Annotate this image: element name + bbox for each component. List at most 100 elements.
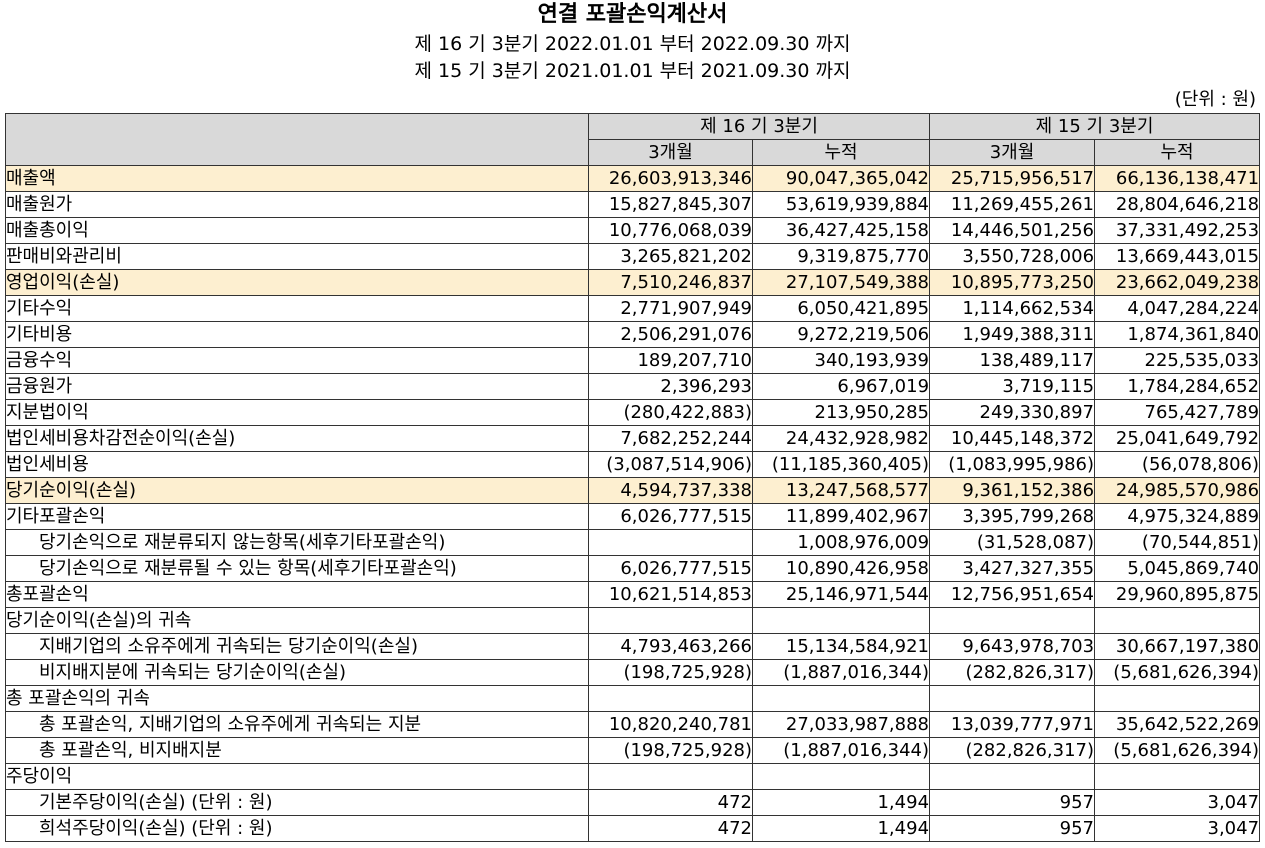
statement-title: 연결 포괄손익계산서 xyxy=(537,2,728,27)
row-label: 매출총이익 xyxy=(5,217,589,244)
prior-cumulative-value: (5,681,626,394) xyxy=(1094,659,1261,686)
prior-3m-value: (282,826,317) xyxy=(929,659,1096,686)
row-label: 당기순이익(손실)의 귀속 xyxy=(5,607,589,634)
prior-cumulative-value: (5,681,626,394) xyxy=(1094,737,1261,764)
current-cumulative-value: 53,619,939,884 xyxy=(751,191,931,218)
current-3m-value: 472 xyxy=(588,815,753,842)
current-3m-value xyxy=(588,763,753,790)
row-label: 주당이익 xyxy=(5,763,589,790)
prior-cumulative-value: 24,985,570,986 xyxy=(1094,477,1261,504)
unit-note: (단위 : 원) xyxy=(1174,89,1256,110)
row-label: 영업이익(손실) xyxy=(5,269,589,296)
prior-cumulative-value: 23,662,049,238 xyxy=(1094,269,1261,296)
table-row: 주당이익 xyxy=(5,763,1261,790)
current-cumulative-value: 27,107,549,388 xyxy=(751,269,931,296)
current-cumulative-value: (1,887,016,344) xyxy=(751,659,931,686)
current-cumulative-value: 11,899,402,967 xyxy=(751,503,931,530)
income-statement-table: 제 16 기 3분기 제 15 기 3분기 3개월 누적 3개월 누적 매출액 … xyxy=(5,113,1261,842)
prior-3m-value: 10,895,773,250 xyxy=(929,269,1096,296)
prior-3m-value: 11,269,455,261 xyxy=(929,191,1096,218)
row-label: 매출원가 xyxy=(5,191,589,218)
prior-cumulative-value: 225,535,033 xyxy=(1094,347,1261,374)
current-3m-value: 472 xyxy=(588,789,753,816)
prior-3m-value: 3,719,115 xyxy=(929,373,1096,400)
prior-3m-value: 3,550,728,006 xyxy=(929,243,1096,270)
prior-cumulative-value: 13,669,443,015 xyxy=(1094,243,1261,270)
current-cumulative-value xyxy=(751,607,931,634)
prior-3m-value: 1,114,662,534 xyxy=(929,295,1096,322)
header-row-columns: 3개월 누적 3개월 누적 xyxy=(6,139,1261,166)
prior-cumulative-value xyxy=(1094,607,1261,634)
current-cumulative-value: 25,146,971,544 xyxy=(751,581,931,608)
prior-cumulative-value: 1,874,361,840 xyxy=(1094,321,1261,348)
prior-3m-value: (1,083,995,986) xyxy=(929,451,1096,478)
prior-cumulative-value: 37,331,492,253 xyxy=(1094,217,1261,244)
prior-cumulative-value: 28,804,646,218 xyxy=(1094,191,1261,218)
row-label: 지배기업의 소유주에게 귀속되는 당기순이익(손실) xyxy=(5,633,589,660)
current-3m-value: (280,422,883) xyxy=(588,399,753,426)
prior-3m-value: 1,949,388,311 xyxy=(929,321,1096,348)
table-row: 지배기업의 소유주에게 귀속되는 당기순이익(손실) 4,793,463,266… xyxy=(5,633,1261,660)
current-cumulative-header: 누적 xyxy=(751,139,931,166)
prior-cumulative-value: 35,642,522,269 xyxy=(1094,711,1261,738)
current-3m-value: 2,771,907,949 xyxy=(588,295,753,322)
row-label: 금융수익 xyxy=(5,347,589,374)
header-row-periods: 제 16 기 3분기 제 15 기 3분기 xyxy=(5,113,1261,166)
current-cumulative-value: 36,427,425,158 xyxy=(751,217,931,244)
current-cumulative-value: 24,432,928,982 xyxy=(751,425,931,452)
current-3m-value: (198,725,928) xyxy=(588,737,753,764)
row-label: 희석주당이익(손실) (단위 : 원) xyxy=(5,815,589,842)
current-cumulative-value: 13,247,568,577 xyxy=(751,477,931,504)
row-label: 지분법이익 xyxy=(5,399,589,426)
current-cumulative-value: 213,950,285 xyxy=(751,399,931,426)
table-row: 판매비와관리비 3,265,821,202 9,319,875,770 3,55… xyxy=(5,243,1261,270)
row-label: 총 포괄손익의 귀속 xyxy=(5,685,589,712)
prior-3m-value xyxy=(929,685,1096,712)
table-row: 희석주당이익(손실) (단위 : 원) 472 1,494 957 3,047 xyxy=(5,815,1261,842)
row-label: 기타비용 xyxy=(5,321,589,348)
current-3m-value: 10,621,514,853 xyxy=(588,581,753,608)
prior-period-range: 제 15 기 3분기 2021.01.01 부터 2021.09.30 까지 xyxy=(414,60,851,82)
prior-3m-value: 3,395,799,268 xyxy=(929,503,1096,530)
current-cumulative-value: 6,967,019 xyxy=(751,373,931,400)
prior-cumulative-value: (56,078,806) xyxy=(1094,451,1261,478)
current-3m-value: 7,682,252,244 xyxy=(588,425,753,452)
prior-3m-value: 25,715,956,517 xyxy=(929,165,1096,192)
current-cumulative-value: 15,134,584,921 xyxy=(751,633,931,660)
table-row: 매출원가 15,827,845,307 53,619,939,884 11,26… xyxy=(5,191,1261,218)
prior-3m-value: 249,330,897 xyxy=(929,399,1096,426)
prior-3m-value: 9,361,152,386 xyxy=(929,477,1096,504)
current-cumulative-value xyxy=(751,685,931,712)
prior-cumulative-value: 3,047 xyxy=(1094,815,1261,842)
current-3m-value: (3,087,514,906) xyxy=(588,451,753,478)
current-cumulative-value: 9,319,875,770 xyxy=(751,243,931,270)
table-row: 금융원가 2,396,293 6,967,019 3,719,115 1,784… xyxy=(5,373,1261,400)
row-label: 매출액 xyxy=(5,165,589,192)
prior-3m-value: 14,446,501,256 xyxy=(929,217,1096,244)
prior-cumulative-value: 5,045,869,740 xyxy=(1094,555,1261,582)
current-3m-header: 3개월 xyxy=(588,139,753,166)
prior-3m-value: (31,528,087) xyxy=(929,529,1096,556)
current-3m-value xyxy=(588,685,753,712)
table-row: 총 포괄손익의 귀속 xyxy=(5,685,1261,712)
current-cumulative-value: 1,494 xyxy=(751,815,931,842)
row-label: 총포괄손익 xyxy=(5,581,589,608)
current-3m-value: 3,265,821,202 xyxy=(588,243,753,270)
prior-cumulative-value: 4,047,284,224 xyxy=(1094,295,1261,322)
prior-cumulative-value xyxy=(1094,685,1261,712)
table-row: 당기손익으로 재분류될 수 있는 항목(세후기타포괄손익) 6,026,777,… xyxy=(5,555,1261,582)
table-row: 총포괄손익 10,621,514,853 25,146,971,544 12,7… xyxy=(5,581,1261,608)
prior-3m-value: 13,039,777,971 xyxy=(929,711,1096,738)
row-label: 기타수익 xyxy=(5,295,589,322)
current-3m-value: (198,725,928) xyxy=(588,659,753,686)
prior-cumulative-value: 30,667,197,380 xyxy=(1094,633,1261,660)
current-cumulative-value: 9,272,219,506 xyxy=(751,321,931,348)
current-3m-value: 4,793,463,266 xyxy=(588,633,753,660)
row-label: 법인세비용차감전순이익(손실) xyxy=(5,425,589,452)
current-cumulative-value: 1,008,976,009 xyxy=(751,529,931,556)
current-cumulative-value: (1,887,016,344) xyxy=(751,737,931,764)
current-cumulative-value: 10,890,426,958 xyxy=(751,555,931,582)
current-period-header: 제 16 기 3분기 xyxy=(587,113,931,140)
current-cumulative-value: 6,050,421,895 xyxy=(751,295,931,322)
prior-3m-value: 3,427,327,355 xyxy=(929,555,1096,582)
